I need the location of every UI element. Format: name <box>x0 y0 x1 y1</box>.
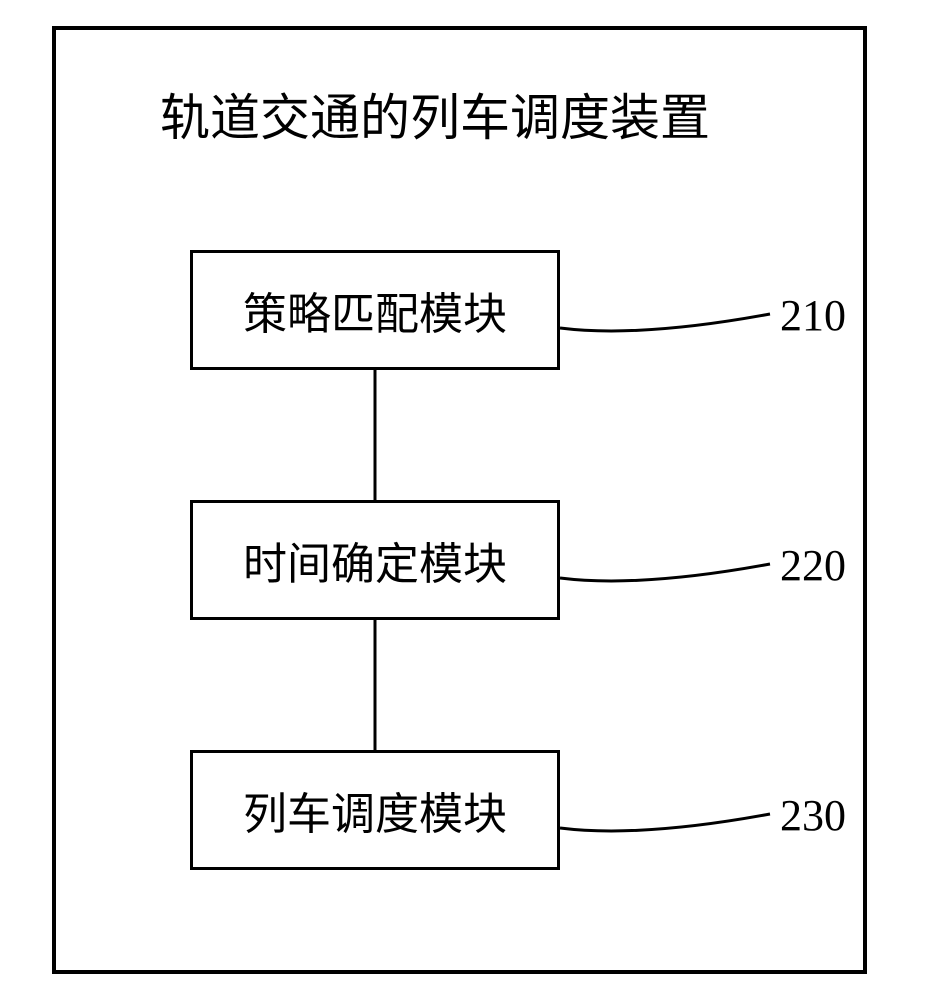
module-box-time-determination: 时间确定模块 <box>190 500 560 620</box>
module-box-strategy-matching: 策略匹配模块 <box>190 250 560 370</box>
module-label: 策略匹配模块 <box>243 278 507 342</box>
module-box-train-dispatch: 列车调度模块 <box>190 750 560 870</box>
reference-label-220: 220 <box>780 540 846 591</box>
diagram-title: 轨道交通的列车调度装置 <box>160 78 710 150</box>
reference-label-210: 210 <box>780 290 846 341</box>
module-label: 列车调度模块 <box>243 778 507 842</box>
reference-label-230: 230 <box>780 790 846 841</box>
module-label: 时间确定模块 <box>243 528 507 592</box>
